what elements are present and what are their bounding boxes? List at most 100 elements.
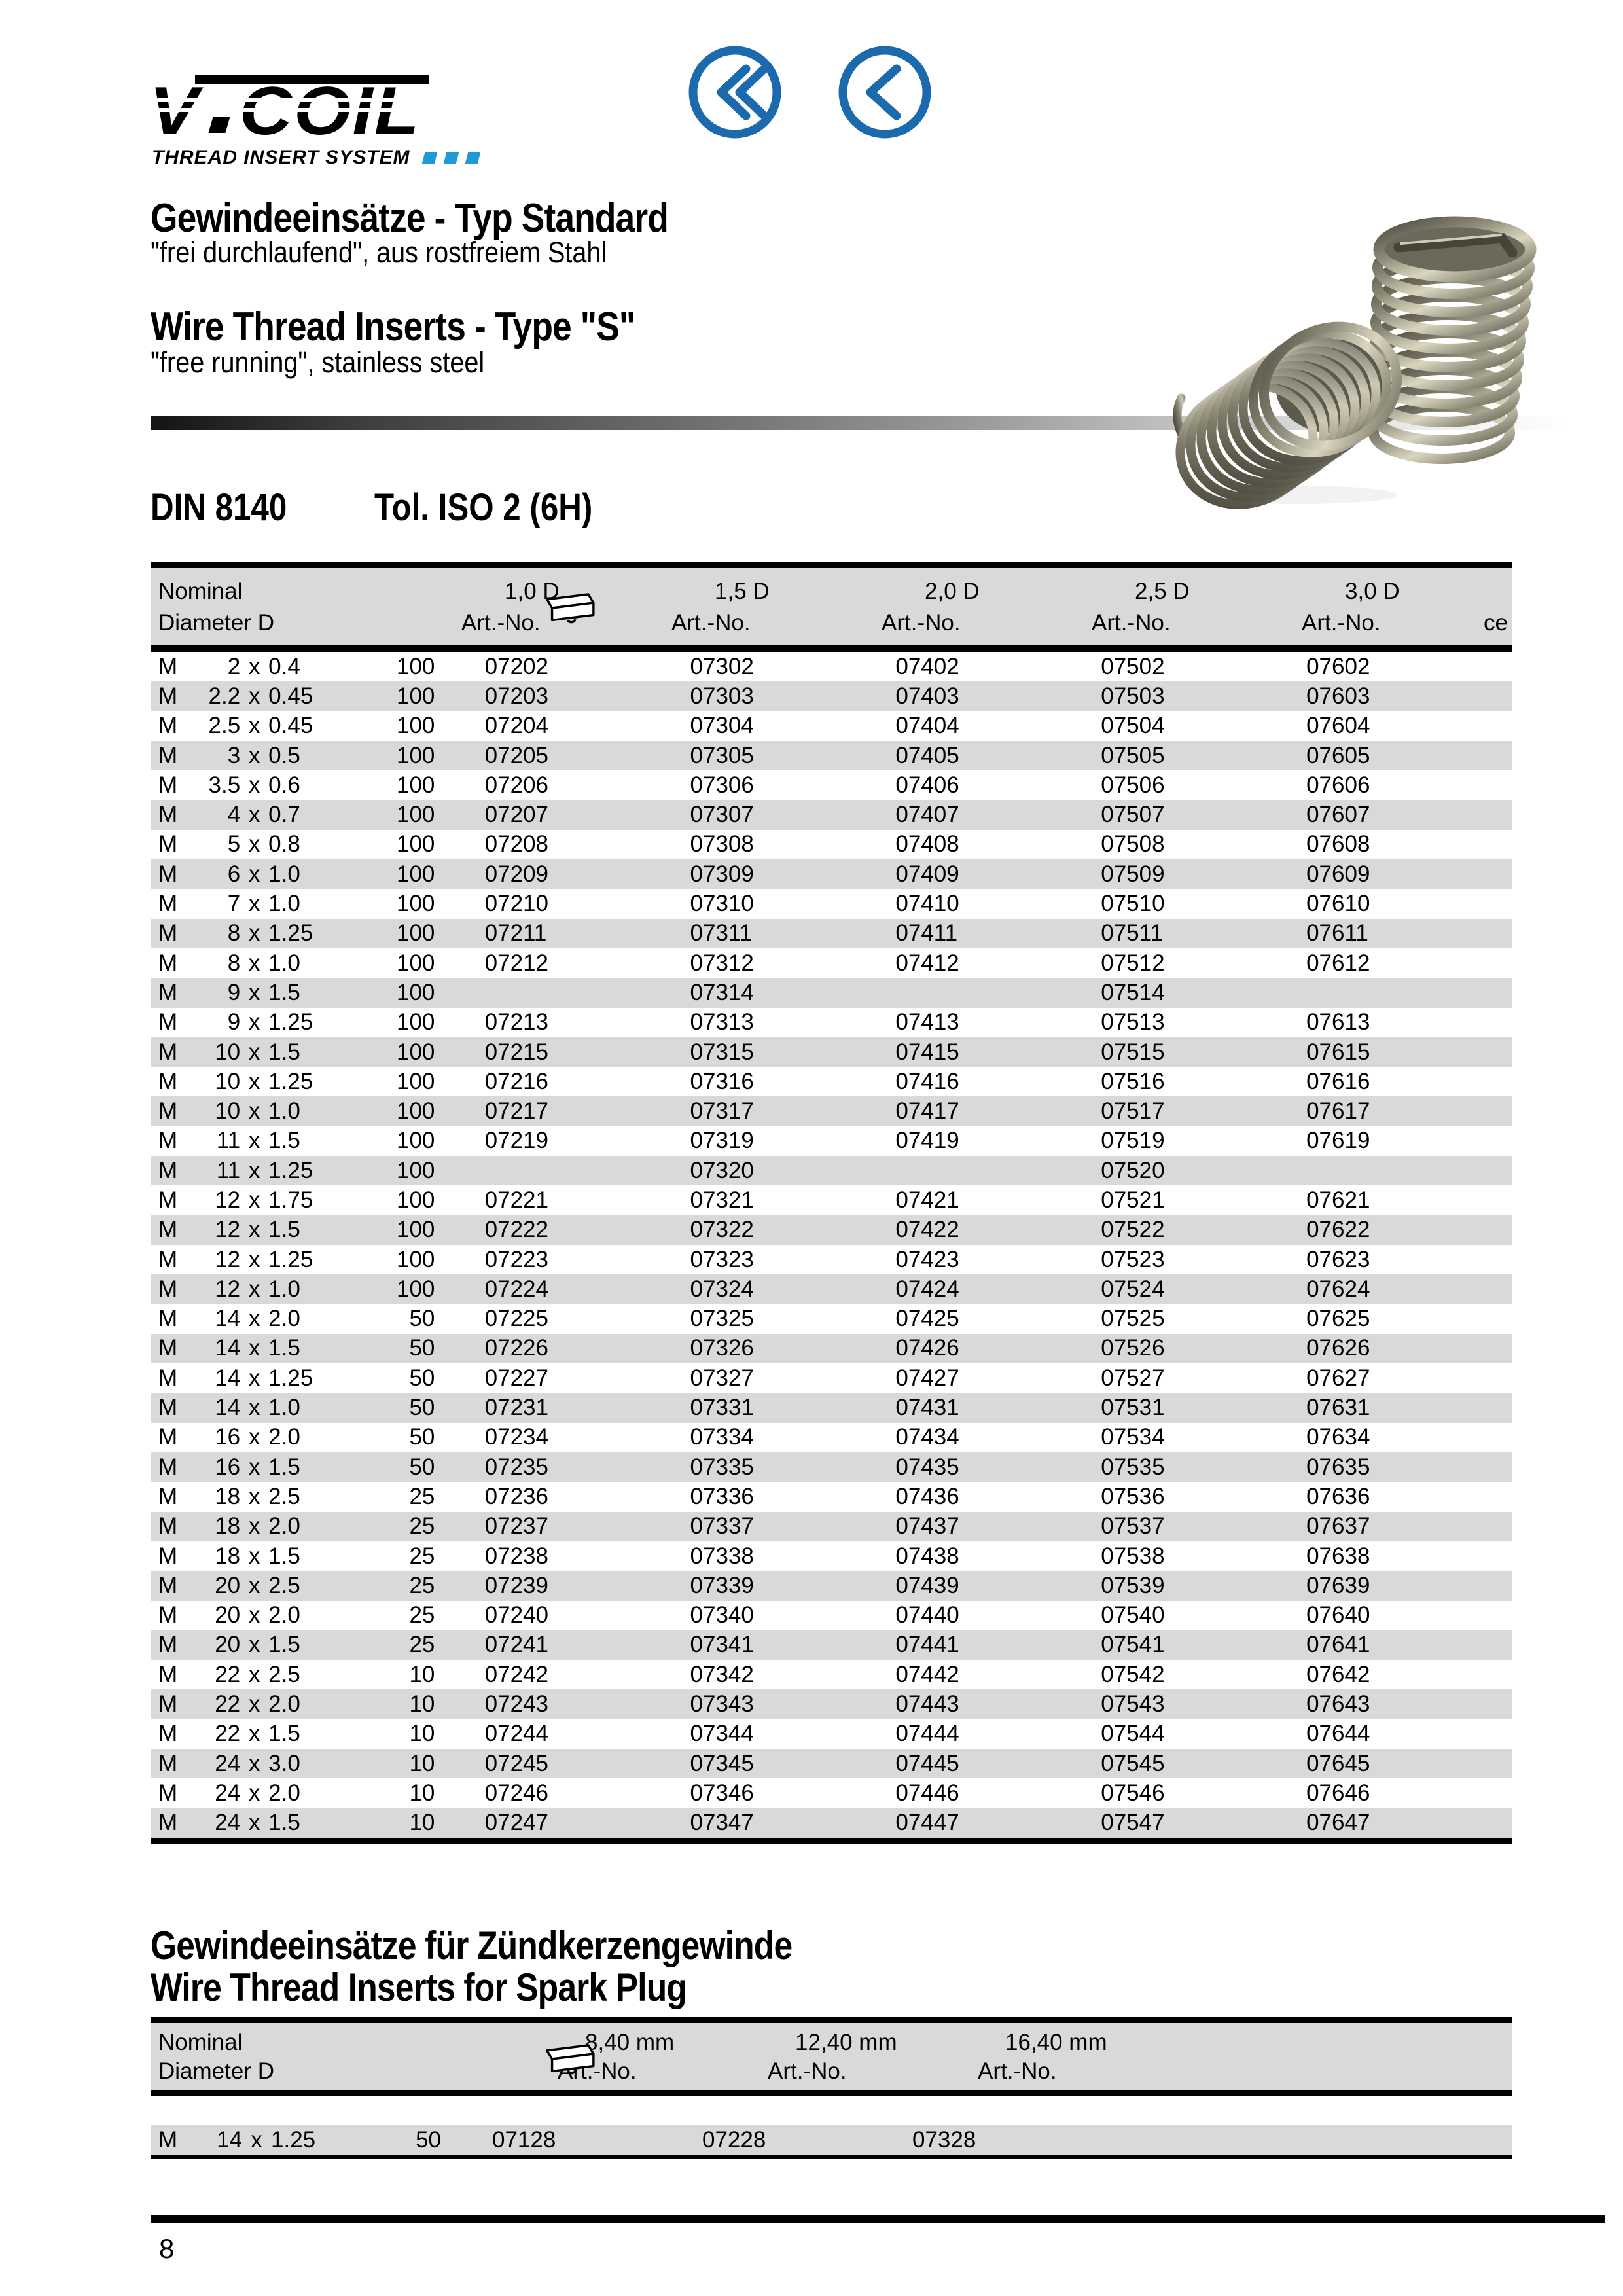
art-no-cell: 07317	[690, 1098, 754, 1124]
size-pitch: 1.5	[268, 1335, 300, 1361]
pack-quantity: 100	[396, 1157, 435, 1183]
art-no-cell: 07347	[690, 1810, 754, 1836]
size-diameter: 2.2	[208, 683, 241, 709]
size-separator: x	[248, 1750, 260, 1776]
size-separator: x	[251, 2126, 262, 2153]
size-pitch: 2.0	[268, 1691, 300, 1717]
art-no-cell: 07316	[690, 1068, 754, 1094]
size-thread-prefix: M	[158, 713, 178, 739]
art-no-cell: 07646	[1306, 1780, 1370, 1806]
pack-quantity: 100	[396, 1246, 435, 1272]
art-no-cell: 07604	[1306, 713, 1370, 739]
size-diameter: 8	[227, 950, 241, 976]
size-diameter: 8	[227, 920, 241, 946]
art-no-cell: 07623	[1306, 1246, 1370, 1272]
art-no-cell: 07512	[1101, 950, 1165, 976]
art-no-cell: 07243	[484, 1691, 548, 1717]
art-no-cell: 07503	[1101, 683, 1165, 709]
size-pitch: 2.0	[268, 1602, 300, 1628]
art-no-cell: 07242	[484, 1661, 548, 1687]
first-page-button[interactable]	[688, 46, 781, 139]
art-no-cell: 07531	[1101, 1395, 1165, 1421]
previous-page-button[interactable]	[838, 46, 931, 139]
size-separator: x	[248, 1810, 260, 1836]
art-no-cell: 07615	[1306, 1039, 1370, 1065]
header-size-cell: 3,0 D	[1302, 579, 1512, 605]
size-thread-prefix: M	[158, 1039, 178, 1065]
art-no-cell: 07647	[1306, 1810, 1370, 1836]
header-artno-cell: Art.-No.	[978, 2058, 1188, 2085]
table-row: M 14 x 1.0 50 07231 07331 07431 07531 07631	[151, 1393, 1512, 1423]
size-pitch: 2.5	[268, 1661, 300, 1687]
art-no-cell: 07311	[690, 920, 753, 946]
size-pitch: 1.25	[268, 1009, 313, 1035]
table-row: M 16 x 1.5 50 07235 07335 07435 07535 07635	[151, 1452, 1512, 1482]
size-pitch: 2.0	[268, 1424, 300, 1450]
artno-label: Art.-No.	[978, 2058, 1057, 2084]
table-row: M 12 x 1.5 100 07222 07322 07422 07522 07622	[151, 1215, 1512, 1245]
package-icon	[545, 593, 595, 624]
art-no-cell: 07436	[895, 1483, 959, 1509]
pack-quantity: 50	[409, 1424, 435, 1450]
table-row: M 14 x 2.0 50 07225 07325 07425 07525 07625	[151, 1304, 1512, 1334]
art-no-cell: 07226	[484, 1335, 548, 1361]
art-no-cell: 07419	[895, 1128, 959, 1154]
pack-quantity: 100	[396, 653, 435, 679]
size-thread-prefix: M	[158, 1395, 178, 1421]
header-diameter: Diameter D	[158, 610, 274, 636]
size-diameter: 18	[215, 1483, 241, 1509]
art-no-cell: 07219	[484, 1128, 548, 1154]
size-diameter: 9	[227, 1009, 241, 1035]
size-diameter: 24	[215, 1750, 241, 1776]
art-no-cell: 07245	[484, 1750, 548, 1776]
art-no-cell: 07507	[1101, 802, 1165, 828]
size-pitch: 1.5	[268, 1543, 300, 1569]
art-no-cell: 07321	[690, 1187, 754, 1213]
table-row: M 24 x 3.0 10 07245 07345 07445 07545 07645	[151, 1748, 1512, 1779]
art-no-cell: 07334	[690, 1424, 754, 1450]
size-thread-prefix: M	[158, 1098, 178, 1124]
art-no-cell: 07302	[690, 653, 754, 679]
artno-label: Art.-No.	[882, 610, 961, 636]
header-artno-cell: Art.-No.	[1302, 610, 1512, 636]
size-pitch: 1.0	[268, 1395, 300, 1421]
size-separator: x	[248, 1276, 260, 1302]
size-pitch: 1.0	[268, 861, 300, 887]
art-no-cell: 07403	[895, 683, 959, 709]
product-photo-wire-inserts	[1173, 216, 1537, 509]
size-thread-prefix: M	[158, 831, 178, 857]
size-separator: x	[248, 950, 260, 976]
art-no-cell: 07312	[690, 950, 754, 976]
size-diameter: 14	[215, 1306, 241, 1332]
size-pitch: 0.5	[268, 742, 300, 768]
art-no-cell: 07508	[1101, 831, 1165, 857]
size-label: 1,5 D	[715, 579, 770, 604]
art-no-cell: 07624	[1306, 1276, 1370, 1302]
size-pitch: 1.25	[268, 1068, 313, 1094]
art-no-cell: 07402	[895, 653, 959, 679]
logo-tagline: THREAD INSERT SYSTEM	[152, 147, 481, 169]
size-thread-prefix: M	[158, 1068, 178, 1094]
spark-heading-german: Gewindeeinsätze für Zündkerzengewinde	[151, 1924, 793, 1967]
size-pitch: 2.0	[268, 1780, 300, 1806]
table-row: M 7 x 1.0 100 07210 07310 07410 07510 07610	[151, 889, 1512, 918]
size-separator: x	[248, 1691, 260, 1717]
art-no-cell: 07338	[690, 1543, 754, 1569]
art-no-cell: 07520	[1101, 1157, 1165, 1183]
art-no-cell: 07504	[1101, 713, 1165, 739]
art-no-cell: 07543	[1101, 1691, 1165, 1717]
art-no-cell: 07602	[1306, 653, 1370, 679]
pack-quantity: 50	[409, 1454, 435, 1480]
header-size-cell: 2,0 D	[882, 579, 1092, 605]
art-no-cell: 07446	[895, 1780, 959, 1806]
accent-square	[464, 151, 481, 164]
size-thread-prefix: M	[158, 1543, 178, 1569]
standard-table: Nominal 1,0 D 1,5 D 2,0 D 2,5 D 3,0 D Diamet…	[151, 562, 1512, 1844]
table-row: M 20 x 1.5 25 07241 07341 07441 07541 07641	[151, 1630, 1512, 1660]
art-no-cell: 07222	[484, 1217, 548, 1243]
art-no-cell: 07534	[1101, 1424, 1165, 1450]
size-thread-prefix: M	[158, 1721, 178, 1747]
pack-quantity: 100	[396, 1098, 435, 1124]
art-no-cell: 07322	[690, 1217, 754, 1243]
pack-quantity: 50	[416, 2126, 441, 2153]
